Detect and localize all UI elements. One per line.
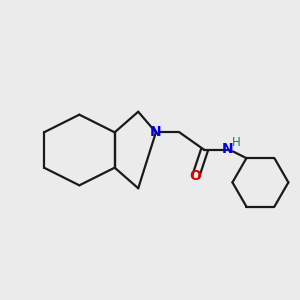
- Text: H: H: [232, 136, 240, 149]
- Text: O: O: [190, 169, 202, 184]
- Text: N: N: [222, 142, 234, 155]
- Text: N: N: [150, 125, 162, 139]
